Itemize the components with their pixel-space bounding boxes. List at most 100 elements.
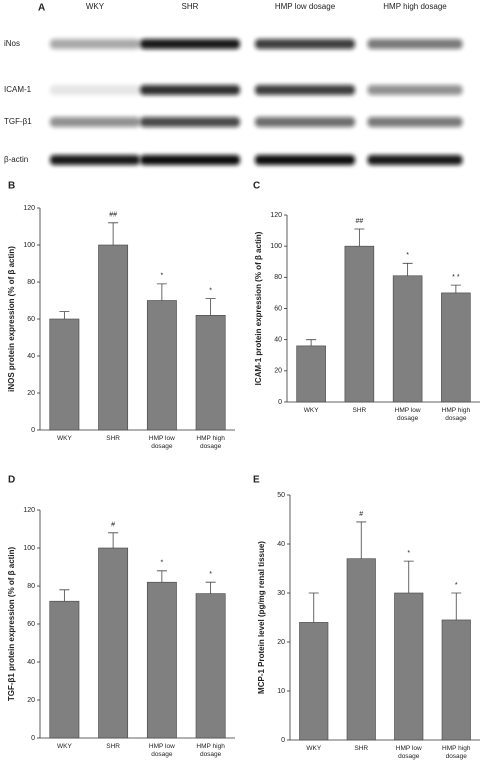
y-tick-label: 40 (274, 337, 282, 344)
y-axis-label: MCP-1 Protein level (pg/mg renal tissue) (257, 541, 266, 694)
x-tick-label: HMP low dosage (149, 435, 175, 450)
y-tick-label: 100 (23, 242, 35, 249)
blot-band (367, 155, 463, 165)
x-tick-text: SHR (106, 743, 120, 750)
error-bar (308, 592, 319, 623)
x-tick-label: SHR (352, 407, 367, 414)
column-header-text: HMP high dosage (383, 2, 447, 11)
row-label: iNos (4, 39, 20, 48)
error-bar (156, 283, 167, 301)
y-tick-label: 0 (31, 427, 35, 434)
y-tick-label: 60 (27, 316, 35, 323)
x-tick-label: HMP high dosage (196, 743, 224, 758)
bar (441, 292, 471, 403)
blot-band (50, 39, 140, 49)
x-tick-label: SHR (106, 743, 120, 750)
panel-label: B (8, 181, 15, 192)
x-tick-label: HMP high dosage (442, 407, 470, 422)
x-tick-text: SHR (106, 435, 120, 442)
y-tick-label: 30 (277, 590, 285, 597)
error-bar (205, 581, 216, 594)
error-bar (59, 589, 70, 602)
bar (98, 244, 129, 431)
bar (195, 593, 226, 739)
error-bar (59, 311, 70, 319)
y-axis-label: iNOS protein expression (% of β actin) (7, 246, 16, 392)
row-label: TGF-β1 (4, 117, 32, 126)
error-bar (354, 228, 365, 247)
significance-mark: * (407, 550, 410, 557)
x-tick-text: HMP high dosage (196, 435, 225, 451)
blot-band (255, 155, 355, 165)
x-tick-label: HMP high dosage (196, 435, 225, 451)
bar (195, 314, 226, 431)
y-tick-label: 60 (27, 621, 35, 628)
x-tick-text: HMP low dosage (148, 743, 175, 759)
error-bar (205, 298, 216, 316)
bar (98, 547, 129, 739)
error-bar (403, 560, 414, 593)
bar (346, 558, 376, 741)
x-tick-text: HMP low dosage (394, 407, 421, 423)
blot-band (255, 39, 355, 49)
blot-band (367, 85, 463, 95)
x-tick-label: HMP low dosage (394, 407, 421, 423)
column-header: SHR (181, 2, 199, 11)
y-tick-label: 20 (27, 697, 35, 704)
blot-band (50, 155, 140, 165)
column-header-text: SHR (181, 2, 199, 11)
row-label: ICAM-1 (4, 85, 32, 94)
significance-mark: * (455, 582, 458, 589)
x-tick-text: WKY (303, 407, 319, 414)
error-bar (108, 222, 119, 245)
significance-mark: ## (355, 218, 363, 225)
y-axis-label: TGF-β1 protein expression (% of β actin) (7, 547, 16, 702)
blot-band (255, 117, 355, 127)
x-tick-label: SHR (106, 435, 120, 442)
x-tick-label: WKY (303, 407, 319, 414)
y-tick-label: 0 (281, 737, 285, 744)
y-tick-label: 100 (270, 243, 282, 250)
significance-mark: * (161, 560, 164, 567)
bar (49, 600, 80, 739)
error-bar (108, 532, 119, 548)
bar (49, 318, 80, 431)
y-tick-label: 50 (277, 492, 285, 499)
y-tick-label: 80 (27, 279, 35, 286)
bar (299, 622, 329, 741)
blot-band (50, 85, 140, 95)
error-bar (306, 339, 317, 346)
x-tick-label: HMP low dosage (148, 743, 175, 759)
blot-band (140, 155, 240, 165)
bar (392, 275, 423, 403)
x-tick-text: HMP low dosage (395, 745, 422, 761)
column-header-text: WKY (85, 2, 105, 11)
y-tick-label: 10 (277, 688, 285, 695)
y-tick-label: 120 (23, 205, 35, 212)
error-bar (402, 262, 413, 276)
y-tick-label: 0 (278, 399, 282, 406)
bar (441, 619, 471, 741)
blot-band (140, 39, 240, 49)
bar (344, 245, 375, 403)
x-tick-text: SHR (352, 407, 367, 414)
y-tick-label: 60 (274, 305, 282, 312)
panel-label: D (8, 475, 15, 486)
significance-mark: * (161, 273, 164, 280)
x-tick-text: HMP high dosage (442, 745, 471, 761)
y-tick-label: 100 (23, 545, 35, 552)
x-tick-text: WKY (306, 745, 322, 752)
significance-mark: # (359, 511, 363, 518)
y-tick-label: 20 (277, 639, 285, 646)
column-header: WKY (85, 2, 105, 11)
bar (394, 592, 424, 741)
blot-band (140, 85, 240, 95)
significance-mark: * (406, 252, 409, 259)
significance-mark: * * (452, 274, 460, 281)
significance-mark: * (209, 287, 212, 294)
y-tick-label: 20 (274, 368, 282, 375)
x-tick-label: WKY (306, 745, 322, 752)
error-bar (451, 592, 462, 620)
error-bar (356, 521, 367, 559)
